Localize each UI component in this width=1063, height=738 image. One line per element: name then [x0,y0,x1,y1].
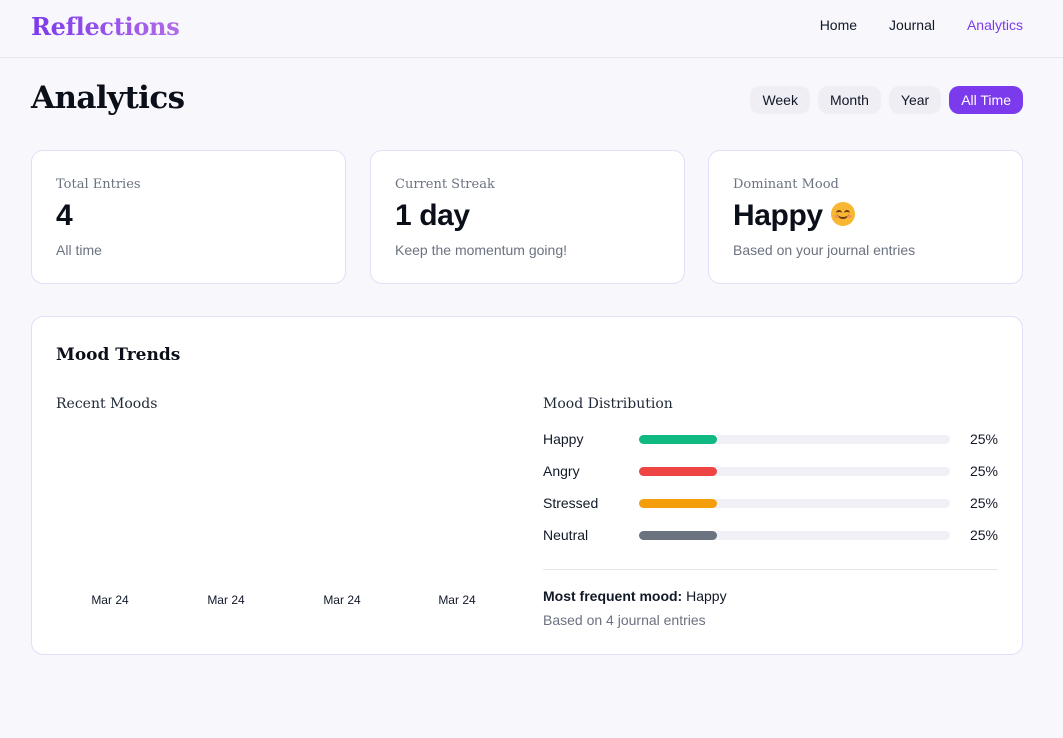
distribution-bar [639,435,717,444]
distribution-row-angry: Angry 25% [543,461,998,481]
range-month-button[interactable]: Month [817,86,881,114]
distribution-label: Happy [543,431,584,447]
mood-trends-card: Mood Trends Recent Moods Mar 24 Mar 24 M… [31,316,1023,655]
distribution-bar [639,467,717,476]
stat-label: Dominant Mood [733,177,839,192]
distribution-bar [639,499,717,508]
stat-label: Total Entries [56,177,141,192]
distribution-percent: 25% [969,527,998,543]
most-frequent-value: Happy [686,588,727,604]
distribution-row-stressed: Stressed 25% [543,493,998,513]
distribution-label: Angry [543,463,580,479]
distribution-track [639,467,950,476]
range-year-button[interactable]: Year [888,86,942,114]
dominant-mood-text: Happy [733,199,823,232]
entries-count-note: Based on 4 journal entries [543,612,706,628]
date-label: Mar 24 [323,593,361,607]
date-label: Mar 24 [207,593,245,607]
recent-moods-chart: Mar 24 Mar 24 Mar 24 Mar 24 [56,593,516,609]
most-frequent-mood: Most frequent mood: Happy [543,588,727,604]
stat-value: 4 [56,199,73,232]
stat-subtitle: All time [56,242,102,258]
stat-label: Current Streak [395,177,495,192]
time-range-selector: Week Month Year All Time [750,86,1023,114]
distribution-track [639,531,950,540]
range-week-button[interactable]: Week [750,86,810,114]
divider [543,569,998,570]
range-all-time-button[interactable]: All Time [949,86,1023,114]
dominant-mood-card: Dominant Mood Happy Based on your journa… [708,150,1023,284]
date-label: Mar 24 [438,593,476,607]
nav-journal[interactable]: Journal [889,17,935,33]
mood-trends-title: Mood Trends [56,345,181,365]
page-title: Analytics [31,80,185,116]
top-navigation: Reflections Home Journal Analytics [0,0,1063,58]
distribution-percent: 25% [969,495,998,511]
distribution-track [639,499,950,508]
distribution-track [639,435,950,444]
date-label: Mar 24 [91,593,129,607]
most-frequent-label: Most frequent mood: [543,588,683,604]
distribution-row-neutral: Neutral 25% [543,525,998,545]
smiling-face-icon [830,202,855,227]
distribution-percent: 25% [969,463,998,479]
nav-home[interactable]: Home [819,17,858,33]
current-streak-card: Current Streak 1 day Keep the momentum g… [370,150,685,284]
mood-distribution-title: Mood Distribution [543,396,673,412]
nav-analytics[interactable]: Analytics [966,17,1023,33]
stat-value: Happy [733,199,855,233]
distribution-bar [639,531,717,540]
recent-moods-title: Recent Moods [56,396,158,412]
distribution-label: Stressed [543,495,599,511]
stat-subtitle: Keep the momentum going! [395,242,567,258]
distribution-label: Neutral [543,527,589,543]
distribution-row-happy: Happy 25% [543,429,998,449]
stat-subtitle: Based on your journal entries [733,242,916,258]
stat-value: 1 day [395,199,470,232]
total-entries-card: Total Entries 4 All time [31,150,346,284]
main-nav: Home Journal Analytics [820,17,1023,33]
distribution-percent: 25% [969,431,998,447]
brand-logo[interactable]: Reflections [31,12,180,41]
